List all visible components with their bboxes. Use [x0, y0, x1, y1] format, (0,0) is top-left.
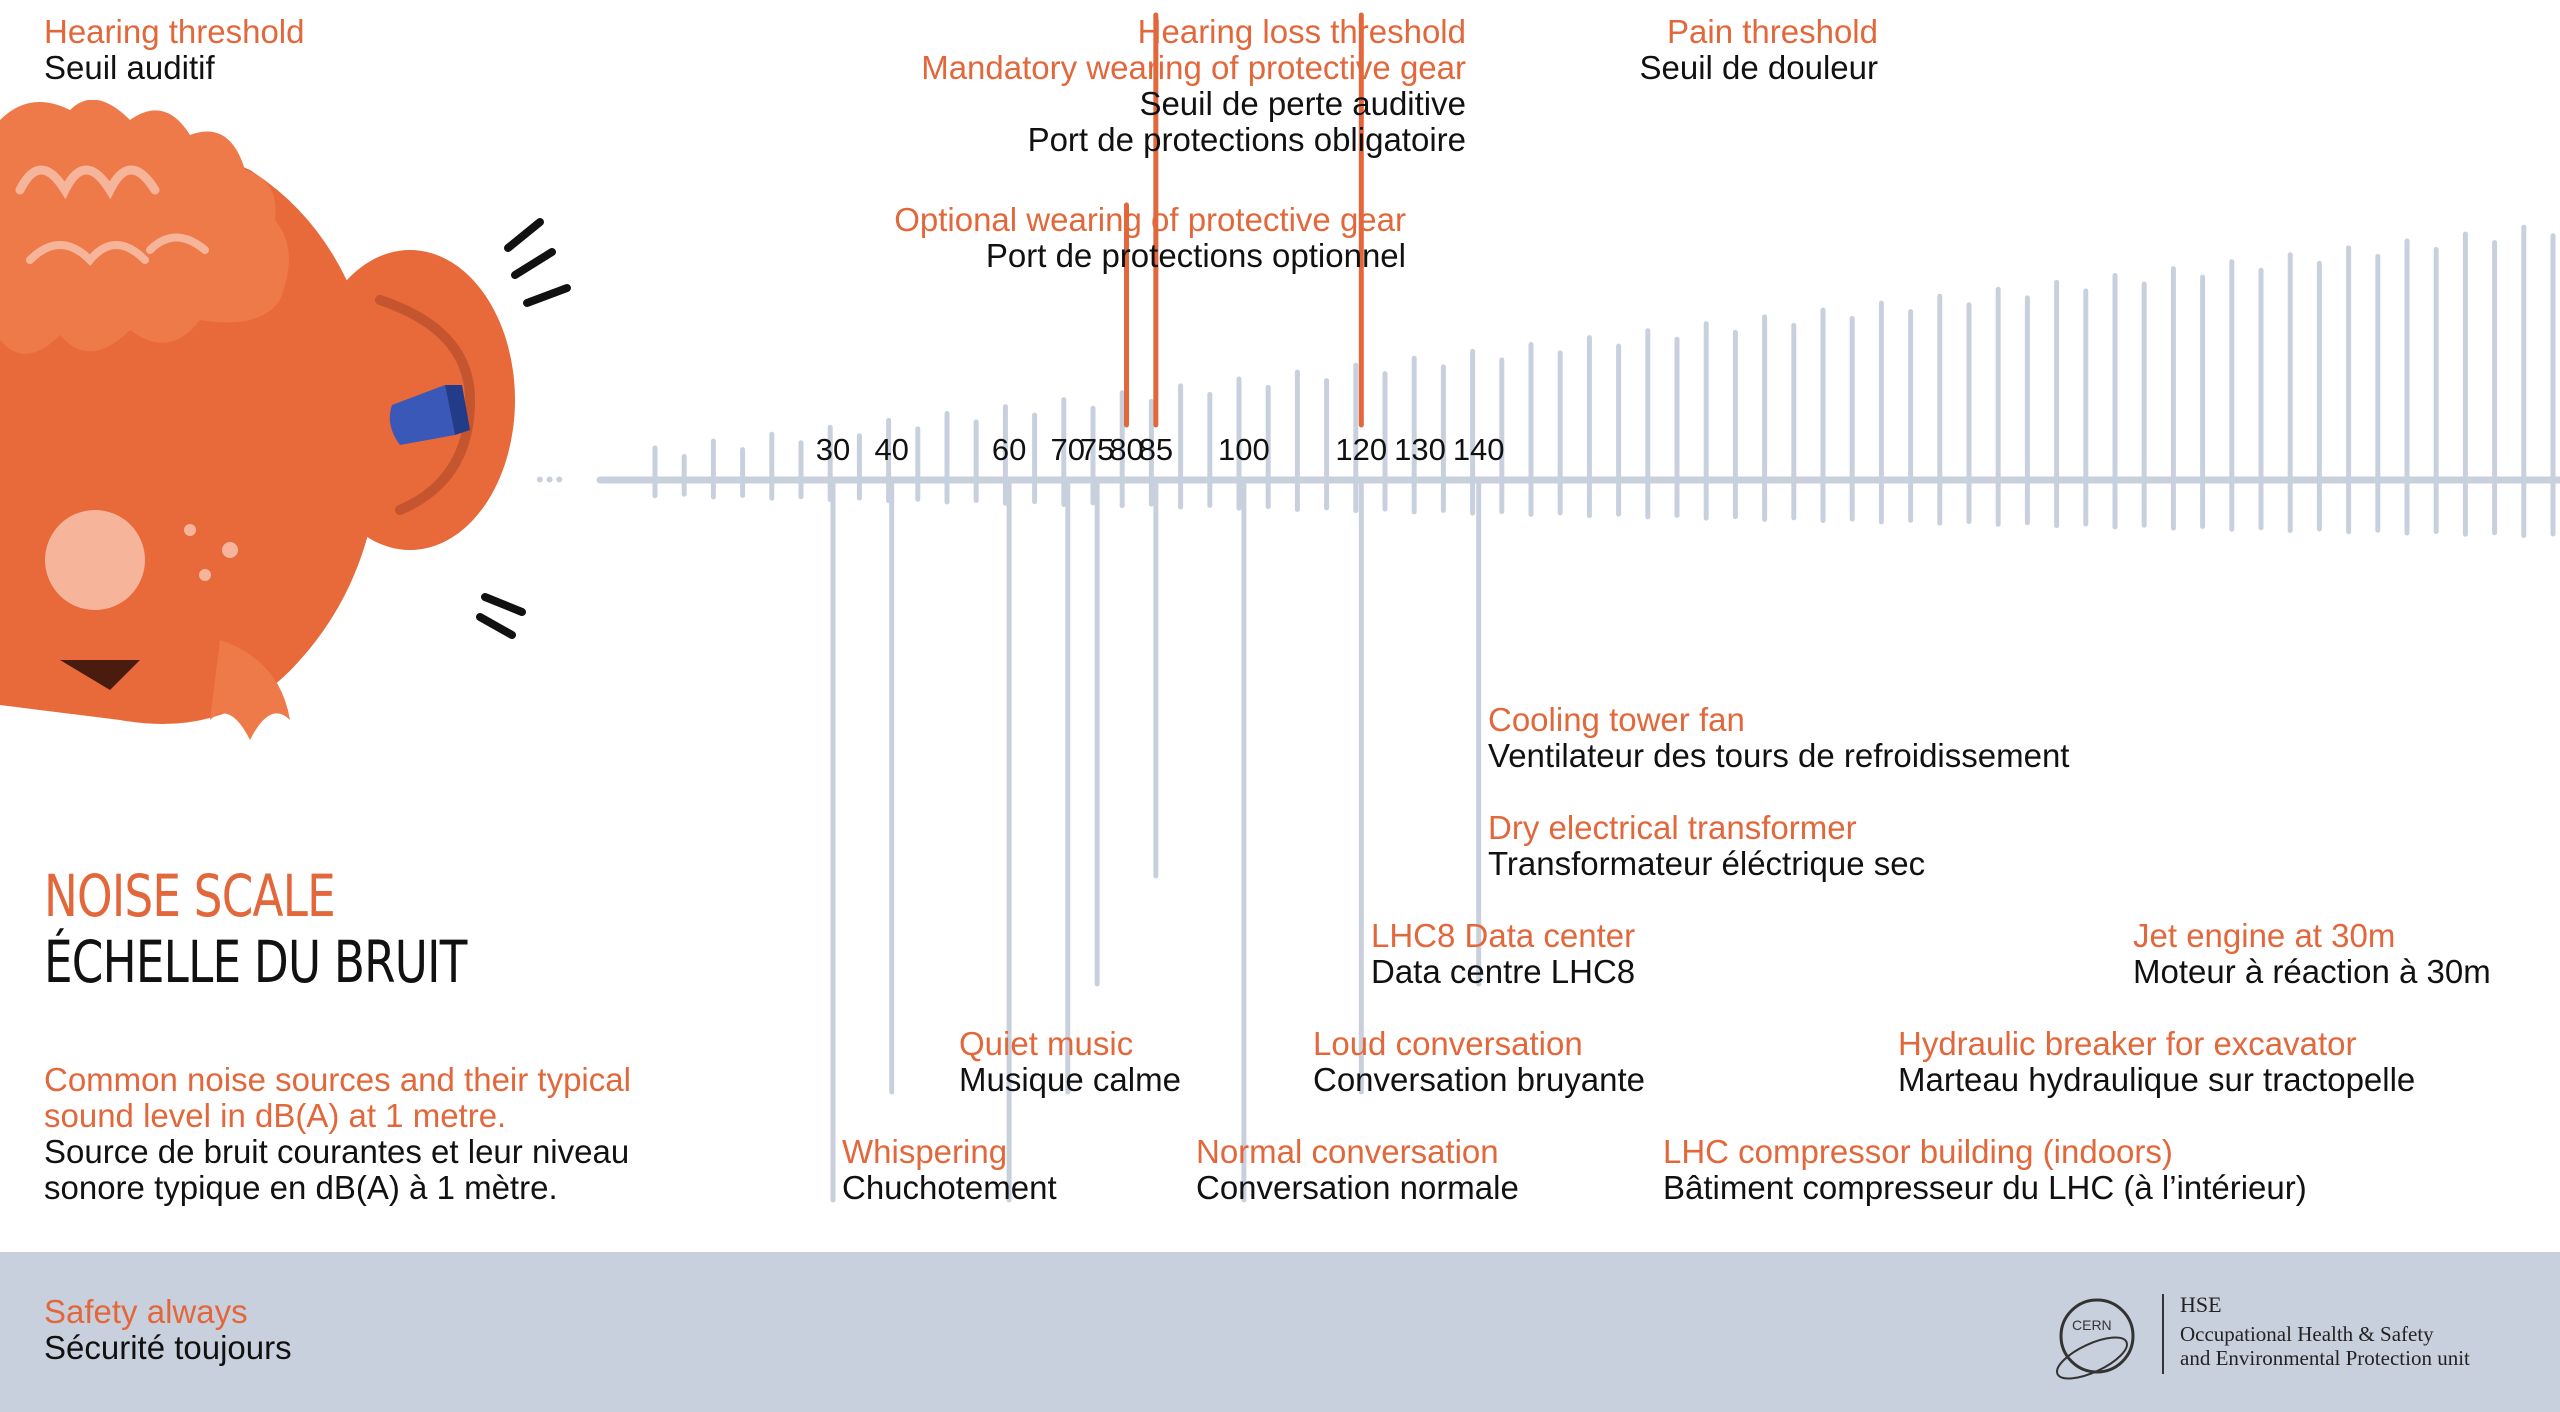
source-quiet-music-fr: Musique calme — [959, 1061, 1181, 1098]
source-hydraulic-breaker-fr: Marteau hydraulique sur tractopelle — [1898, 1061, 2416, 1098]
source-loud-conversation-en: Loud conversation — [1313, 1025, 1583, 1062]
optional-gear-en: Optional wearing of protective gear — [894, 201, 1406, 238]
source-jet-engine-fr: Moteur à réaction à 30m — [2133, 953, 2491, 990]
optional-gear-fr: Port de protections optionnel — [985, 237, 1406, 274]
hearing-threshold-en: Hearing threshold — [44, 13, 305, 50]
footer-unit: HSE — [2180, 1292, 2222, 1317]
source-compressor-en: LHC compressor building (indoors) — [1663, 1133, 2173, 1170]
source-data-center-fr: Data centre LHC8 — [1371, 953, 1636, 990]
scale-ellipsis: ••• — [536, 467, 566, 492]
source-transformer-en: Dry electrical transformer — [1488, 809, 1857, 846]
footer-divider — [2162, 1294, 2164, 1374]
source-normal-conversation-en: Normal conversation — [1196, 1133, 1499, 1170]
source-quiet-music-en: Quiet music — [959, 1025, 1134, 1062]
pain-threshold-en: Pain threshold — [1667, 13, 1878, 50]
tick-label: 30 — [815, 432, 851, 467]
svg-text:CERN: CERN — [2072, 1317, 2112, 1333]
source-data-center-en: LHC8 Data center — [1371, 917, 1636, 954]
subtitle-fr-line2: sonore typique en dB(A) à 1 mètre. — [44, 1169, 558, 1206]
source-loud-conversation-fr: Conversation bruyante — [1313, 1061, 1646, 1098]
source-cooling-fan-en: Cooling tower fan — [1488, 701, 1745, 738]
tick-label: 70 — [1050, 432, 1086, 467]
source-jet-engine-en: Jet engine at 30m — [2133, 917, 2396, 954]
source-cooling-fan-fr: Ventilateur des tours de refroidissement — [1488, 737, 2070, 774]
source-transformer-fr: Transformateur éléctrique sec — [1488, 845, 1926, 882]
tick-label: 120 — [1335, 432, 1388, 467]
tick-label: 100 — [1218, 432, 1270, 467]
cern-logo-icon: CERN — [2056, 1298, 2135, 1380]
source-compressor-fr: Bâtiment compresseur du LHC (à l’intérie… — [1663, 1169, 2307, 1206]
hearing-loss-en: Hearing loss threshold — [1137, 13, 1466, 50]
source-whispering-fr: Chuchotement — [842, 1169, 1057, 1206]
pain-threshold-fr: Seuil de douleur — [1639, 49, 1878, 86]
hearing-threshold-fr: Seuil auditif — [44, 49, 215, 86]
footer-unit-line1: Occupational Health & Safety — [2180, 1322, 2434, 1346]
source-whispering-en: Whispering — [842, 1133, 1008, 1170]
tick-label: 80 — [1109, 432, 1144, 467]
tick-label: 130 — [1394, 432, 1446, 467]
tick-label: 40 — [874, 432, 909, 467]
subtitle-fr-line1: Source de bruit courantes et leur niveau — [44, 1133, 630, 1170]
footer-safety-en: Safety always — [44, 1293, 248, 1330]
page-title-fr: ÉCHELLE DU BRUIT — [44, 928, 467, 996]
hearing-loss-fr: Seuil de perte auditive — [1139, 85, 1466, 122]
ear-character-icon — [0, 100, 571, 740]
noise-scale — [596, 12, 2560, 1203]
source-hydraulic-breaker-en: Hydraulic breaker for excavator — [1898, 1025, 2357, 1062]
mandatory-gear-en: Mandatory wearing of protective gear — [921, 49, 1466, 86]
tick-label: 75 — [1079, 432, 1115, 467]
subtitle-en-line2: sound level in dB(A) at 1 metre. — [44, 1097, 507, 1134]
page-title-en: NOISE SCALE — [44, 862, 336, 930]
footer-safety-fr: Sécurité toujours — [44, 1329, 292, 1366]
subtitle-en-line1: Common noise sources and their typical — [44, 1061, 631, 1098]
mandatory-gear-fr: Port de protections obligatoire — [1027, 121, 1466, 158]
tick-label: 60 — [991, 432, 1027, 467]
tick-label: 85 — [1138, 432, 1174, 467]
tick-label: 140 — [1452, 432, 1505, 467]
footer-unit-line2: and Environmental Protection unit — [2180, 1346, 2470, 1370]
source-normal-conversation-fr: Conversation normale — [1196, 1169, 1519, 1206]
footer: Safety always Sécurité toujours CERN HSE… — [0, 1252, 2560, 1412]
